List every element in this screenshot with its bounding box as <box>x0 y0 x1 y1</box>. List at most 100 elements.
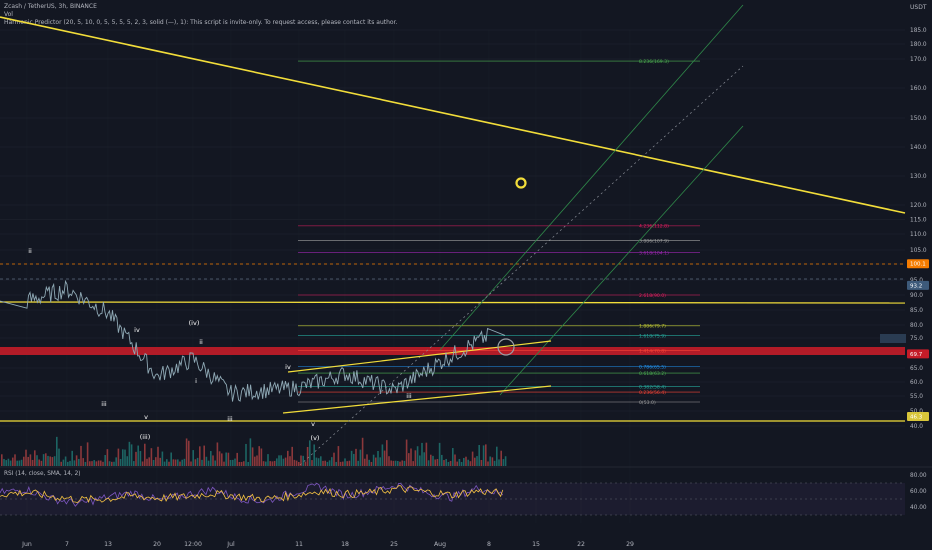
volume-bar <box>91 461 93 466</box>
y-tick-label: 180.0 <box>910 42 927 48</box>
volume-bar <box>366 454 368 466</box>
price-tag-label: 93.2 <box>910 283 922 289</box>
volume-bar <box>84 461 87 466</box>
wave-label: (v) <box>311 434 320 442</box>
volume-bar <box>496 446 498 466</box>
volume-bar <box>89 461 91 466</box>
volume-bar <box>390 460 392 466</box>
currency-label: USDT <box>910 4 927 11</box>
volume-bar <box>359 449 362 466</box>
volume-bar <box>306 446 309 466</box>
y-tick-label: 75.0 <box>910 336 923 342</box>
volume-bar <box>502 459 505 466</box>
rsi-ma-line <box>0 485 504 504</box>
fib-level-label: 0.618(63.2) <box>639 371 666 377</box>
volume-bar <box>346 461 348 466</box>
volume-bar <box>199 446 201 466</box>
y-tick-label: 40.0 <box>910 424 923 430</box>
y-tick-label: 90.0 <box>910 293 923 299</box>
volume-bar <box>410 448 412 466</box>
x-tick-label: 13 <box>104 541 112 548</box>
volume-bar <box>269 461 271 466</box>
y-tick-label: 120.0 <box>910 203 927 209</box>
fib-level-label: 1.886(79.7) <box>639 324 666 330</box>
volume-bar <box>216 442 219 466</box>
volume-bar <box>238 461 241 466</box>
wave-label: iii <box>227 415 233 423</box>
volume-bar <box>377 450 379 466</box>
volume-bar <box>452 448 454 466</box>
volume-bar <box>5 460 7 466</box>
volume-bar <box>218 451 221 466</box>
volume-bar <box>331 457 333 466</box>
volume-bar <box>256 455 258 466</box>
volume-bar <box>460 461 463 466</box>
volume-bar <box>443 460 445 466</box>
volume-bar <box>337 446 340 466</box>
volume-bar <box>62 459 65 466</box>
rsi-tick-label: 80.00 <box>910 473 927 479</box>
highlight-circle <box>497 338 515 356</box>
volume-bar <box>95 461 98 466</box>
volume-bar <box>254 456 256 466</box>
volume-bar <box>234 458 236 466</box>
indicator-title: Harmonic Predictor (20, 5, 10, 0, 5, 5, … <box>4 19 398 26</box>
volume-bar <box>42 454 45 466</box>
volume-bar <box>271 461 274 466</box>
volume-bar <box>309 440 311 466</box>
volume-bar <box>493 460 496 466</box>
volume-bar <box>14 454 16 466</box>
volume-bar <box>205 456 208 466</box>
y-tick-label: 80.0 <box>910 323 923 329</box>
price-tag <box>907 349 929 359</box>
volume-bar <box>342 461 344 466</box>
x-tick-label: 22 <box>577 541 585 548</box>
volume-bar <box>163 461 166 466</box>
logo-icon <box>515 177 527 189</box>
downtrend-line <box>0 16 906 214</box>
volume-bar <box>27 456 29 466</box>
volume-bar <box>119 458 122 466</box>
rsi-line <box>0 482 504 507</box>
volume-bar <box>64 456 67 466</box>
volume-bar <box>152 459 155 466</box>
volume-bar <box>47 455 49 466</box>
volume-bar <box>172 459 175 466</box>
volume-bar <box>133 461 135 466</box>
volume-bar <box>117 448 120 466</box>
channel-mid-line <box>299 65 744 466</box>
volume-bar <box>144 443 146 466</box>
volume-bar <box>397 461 399 466</box>
x-tick-label: 15 <box>532 541 540 548</box>
volume-bar <box>97 460 100 466</box>
volume-bar <box>34 450 36 466</box>
volume-bar <box>192 450 194 466</box>
volume-bar <box>1 454 3 466</box>
fib-level-label: 4.236(112.8) <box>639 224 669 230</box>
volume-bar <box>227 452 230 466</box>
volume-bar <box>207 460 210 466</box>
wedge-upper-line <box>287 340 552 373</box>
volume-bar <box>414 450 417 466</box>
volume-bar <box>441 454 443 466</box>
volume-bar <box>40 460 43 466</box>
volume-bar <box>115 457 117 466</box>
volume-bar <box>449 460 452 466</box>
wave-label: ii <box>28 247 32 255</box>
wave-label: i <box>195 377 197 385</box>
volume-bar <box>82 458 84 466</box>
volume-bar <box>326 461 329 466</box>
x-tick-label: 25 <box>390 541 398 548</box>
volume-bar <box>104 455 106 466</box>
volume-bar <box>260 448 263 466</box>
volume-bar <box>454 454 456 466</box>
volume-bar <box>155 457 157 466</box>
volume-bar <box>425 442 428 466</box>
volume-bar <box>287 450 289 466</box>
volume-bar <box>361 437 364 466</box>
volume-bar <box>12 457 14 466</box>
y-tick-label: 60.0 <box>910 380 923 386</box>
volume-bar <box>291 446 293 466</box>
fib-level-label: 3.618(104.1) <box>639 250 669 256</box>
